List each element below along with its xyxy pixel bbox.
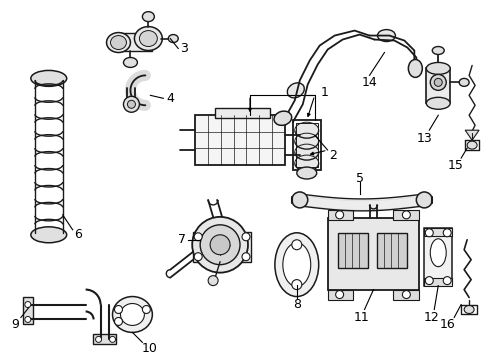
Ellipse shape (134, 27, 162, 50)
Circle shape (109, 336, 115, 342)
Circle shape (25, 316, 31, 323)
Circle shape (242, 253, 249, 261)
Ellipse shape (110, 36, 126, 50)
Text: 7: 7 (178, 233, 186, 246)
Ellipse shape (282, 243, 310, 287)
Circle shape (192, 217, 247, 273)
Ellipse shape (426, 97, 449, 109)
Bar (292, 120, 320, 170)
Text: 9: 9 (11, 318, 19, 331)
Ellipse shape (463, 306, 473, 314)
Text: 3: 3 (180, 42, 188, 55)
Text: 14: 14 (361, 76, 377, 89)
Polygon shape (464, 130, 478, 140)
Circle shape (402, 291, 409, 298)
Bar (327, 218, 419, 289)
Ellipse shape (296, 167, 316, 179)
Circle shape (402, 211, 409, 219)
Circle shape (429, 75, 446, 90)
Text: 12: 12 (423, 311, 438, 324)
Circle shape (194, 253, 202, 261)
Circle shape (210, 235, 229, 255)
Bar (118, 32, 152, 50)
Bar (327, 210, 352, 220)
Circle shape (194, 233, 202, 241)
Circle shape (127, 100, 135, 108)
Bar (393, 210, 419, 220)
Bar (377, 233, 407, 268)
Ellipse shape (139, 31, 157, 46)
Ellipse shape (31, 71, 66, 86)
Bar (424, 228, 451, 285)
Ellipse shape (426, 62, 449, 75)
Bar (424, 228, 451, 236)
Bar (193, 232, 250, 262)
Bar (426, 68, 449, 103)
Text: 13: 13 (416, 132, 431, 145)
Text: 5: 5 (355, 171, 363, 185)
Text: 8: 8 (292, 298, 300, 311)
Ellipse shape (377, 30, 395, 41)
Ellipse shape (168, 35, 178, 42)
Ellipse shape (112, 297, 152, 332)
Circle shape (291, 192, 307, 208)
Circle shape (242, 233, 249, 241)
Circle shape (291, 240, 301, 250)
Ellipse shape (142, 12, 154, 22)
Circle shape (142, 306, 150, 314)
Ellipse shape (431, 46, 443, 54)
Ellipse shape (458, 78, 468, 86)
Ellipse shape (274, 233, 318, 297)
Ellipse shape (273, 111, 291, 125)
Ellipse shape (429, 239, 446, 267)
Circle shape (114, 318, 122, 325)
Circle shape (442, 276, 450, 285)
Ellipse shape (120, 303, 144, 325)
Circle shape (25, 302, 31, 307)
Circle shape (335, 211, 343, 219)
Bar (92, 334, 116, 345)
Circle shape (433, 78, 441, 86)
Circle shape (425, 276, 432, 285)
Text: 2: 2 (328, 149, 336, 162)
Text: 1: 1 (320, 86, 328, 99)
Bar (23, 297, 33, 324)
Text: 16: 16 (438, 318, 454, 331)
Ellipse shape (123, 58, 137, 67)
Ellipse shape (31, 227, 66, 243)
Text: 10: 10 (141, 342, 157, 355)
Circle shape (415, 192, 431, 208)
Circle shape (208, 276, 218, 285)
Circle shape (335, 291, 343, 298)
Text: 4: 4 (166, 92, 174, 105)
Bar (215, 108, 269, 118)
Bar (327, 289, 352, 300)
Bar (195, 115, 285, 165)
Ellipse shape (106, 32, 130, 53)
Bar (393, 289, 419, 300)
Text: 15: 15 (447, 158, 462, 172)
Circle shape (114, 306, 122, 314)
Ellipse shape (287, 83, 304, 98)
Ellipse shape (466, 141, 476, 149)
Bar (424, 278, 451, 285)
Circle shape (95, 336, 102, 342)
Text: 11: 11 (353, 311, 368, 324)
Text: 6: 6 (74, 228, 81, 241)
Ellipse shape (407, 59, 422, 77)
Circle shape (425, 229, 432, 237)
Circle shape (123, 96, 139, 112)
Circle shape (200, 225, 240, 265)
Circle shape (442, 229, 450, 237)
Bar (337, 233, 367, 268)
Circle shape (291, 280, 301, 289)
Bar (295, 123, 317, 167)
